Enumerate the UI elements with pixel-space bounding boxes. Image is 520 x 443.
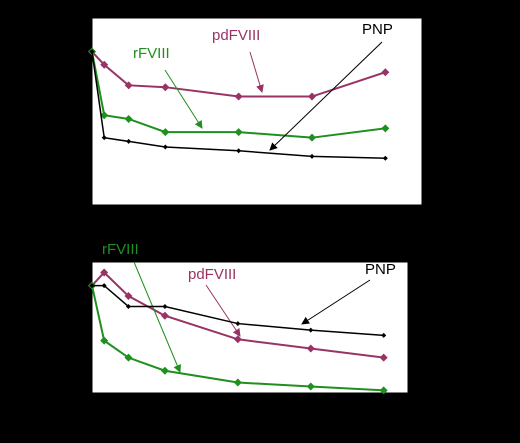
- label-arrow: [205, 284, 241, 337]
- data-point: [233, 378, 242, 387]
- data-point: [382, 155, 388, 161]
- data-point: [161, 128, 170, 137]
- data-point: [160, 366, 169, 375]
- label-arrow: [133, 261, 181, 373]
- series-label: pdFVIII: [212, 27, 260, 44]
- data-point: [306, 382, 315, 391]
- data-point: [379, 386, 388, 395]
- series-label: PNP: [365, 261, 396, 278]
- data-point: [89, 49, 95, 55]
- data-point: [381, 332, 387, 338]
- data-point: [308, 133, 316, 142]
- label-arrow: [164, 69, 203, 129]
- data-point: [126, 138, 132, 144]
- data-point: [236, 148, 242, 154]
- data-point: [125, 304, 131, 310]
- data-point: [309, 153, 315, 159]
- series-label: pdFVIII: [188, 266, 236, 283]
- data-point: [100, 336, 109, 345]
- plot-area: [91, 261, 409, 394]
- data-point: [100, 60, 109, 69]
- series-label: rFVIII: [133, 45, 170, 62]
- data-point: [100, 111, 109, 120]
- data-point: [308, 92, 316, 101]
- data-point: [100, 268, 109, 277]
- data-point: [124, 81, 133, 90]
- data-point: [234, 92, 243, 101]
- data-point: [308, 327, 314, 333]
- label-arrow: [249, 51, 264, 93]
- data-point: [379, 353, 388, 362]
- data-point: [89, 283, 95, 289]
- data-point: [162, 144, 168, 150]
- data-point: [381, 124, 390, 133]
- data-point: [160, 311, 169, 320]
- data-point: [124, 114, 133, 123]
- data-point: [162, 304, 168, 310]
- label-arrow: [301, 279, 371, 325]
- data-point: [381, 68, 390, 77]
- data-point: [233, 335, 242, 344]
- label-arrow: [269, 41, 383, 151]
- series-label: PNP: [362, 21, 393, 38]
- data-point: [124, 353, 133, 362]
- data-point: [101, 283, 107, 289]
- series-label: rFVIII: [102, 241, 139, 258]
- data-point: [235, 321, 241, 327]
- data-point: [234, 128, 243, 137]
- data-point: [306, 344, 315, 353]
- data-point: [161, 83, 170, 92]
- data-point: [124, 292, 133, 301]
- plot-area: [91, 17, 423, 206]
- data-point: [101, 135, 107, 141]
